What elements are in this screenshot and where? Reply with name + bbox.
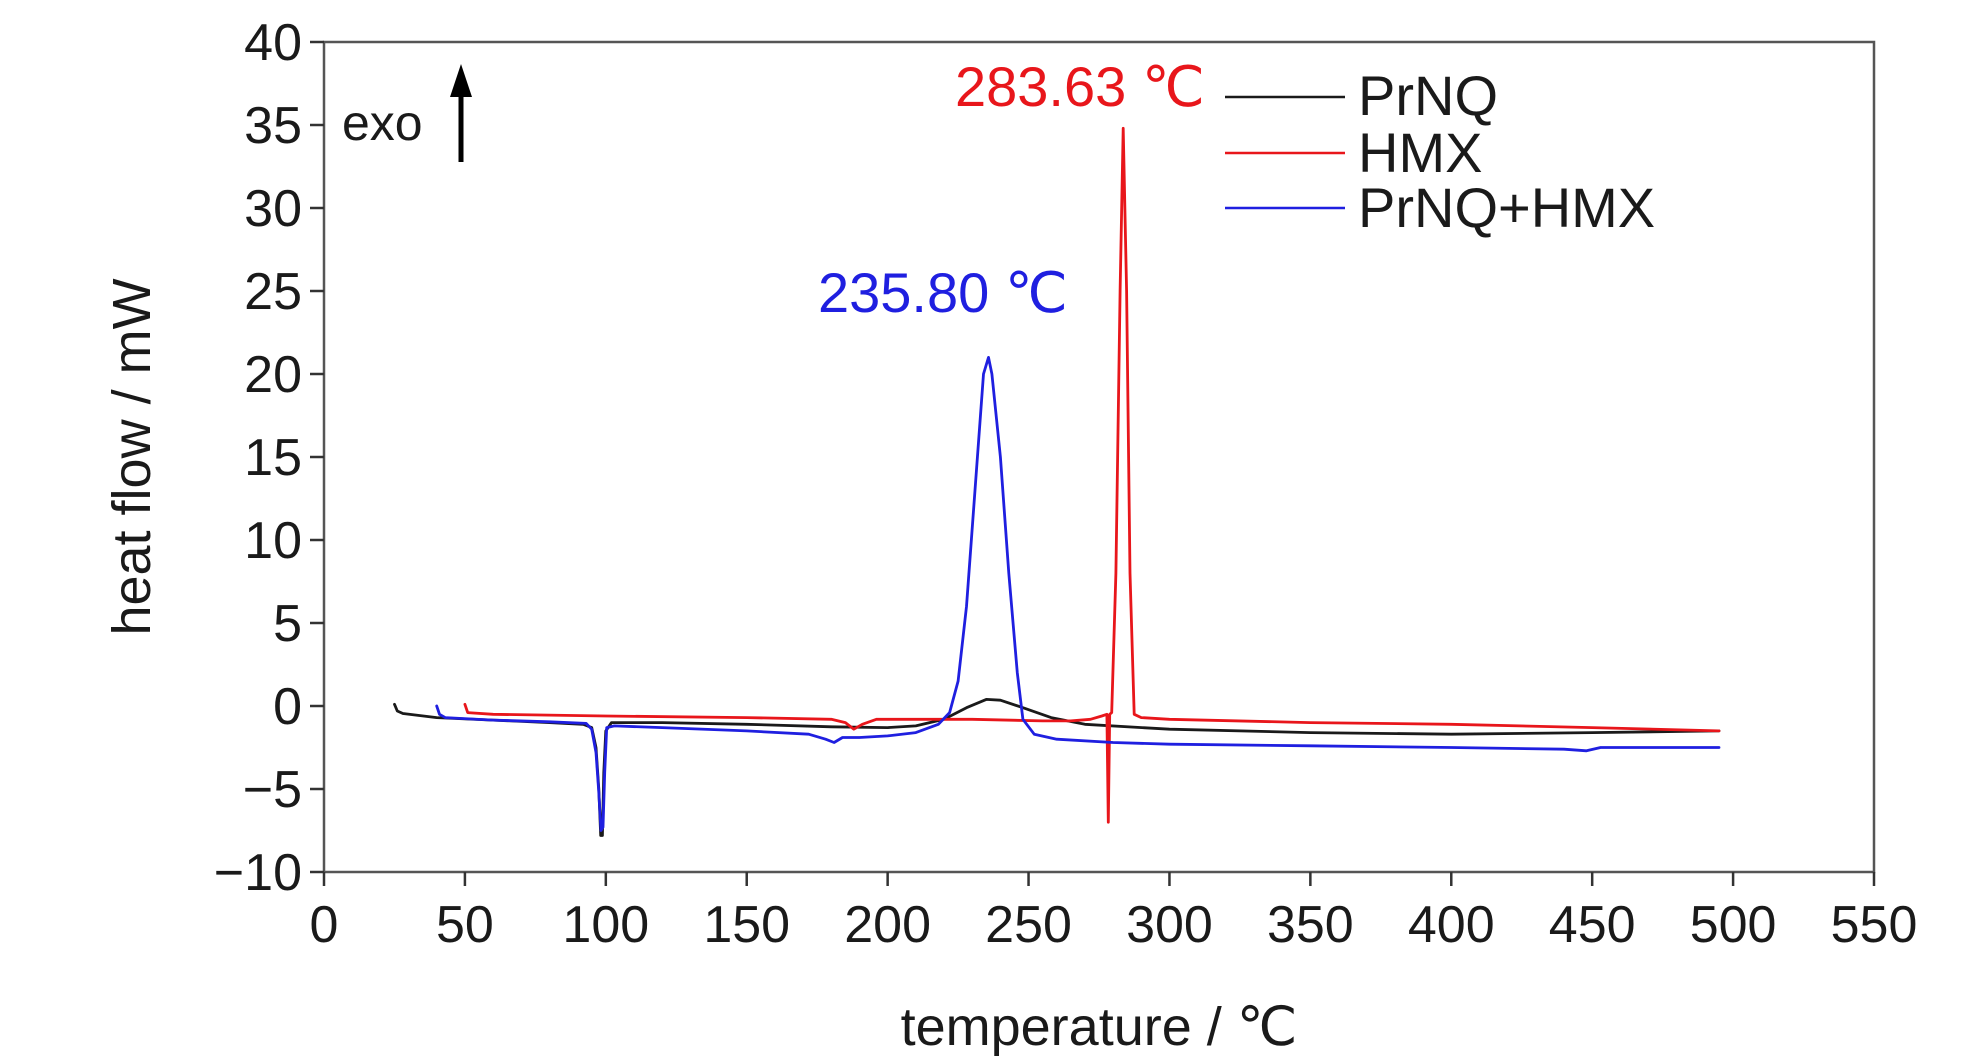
exo-arrow-icon [450,64,472,162]
x-tick-label: 500 [1690,896,1777,954]
y-tick-label: −10 [214,844,302,902]
series-line-prnq-hmx [435,355,1721,832]
legend-label-prnq: PrNQ [1358,64,1498,127]
y-tick-label: 0 [273,678,302,736]
y-tick-label: 15 [244,429,302,487]
x-tick-label: 550 [1831,896,1918,954]
legend-label-hmx: HMX [1358,121,1482,184]
y-axis: −10 −5 0 5 10 15 20 25 30 35 40 [214,14,324,902]
x-tick-label: 450 [1549,896,1636,954]
x-tick-label: 200 [844,896,931,954]
x-tick-label: 400 [1408,896,1495,954]
y-tick-label: −5 [243,761,302,819]
legend-label-prnq-hmx: PrNQ+HMX [1358,176,1655,239]
y-tick-label: 30 [244,180,302,238]
peak-annotation-mixture: 235.80 ℃ [818,261,1068,324]
y-tick-label: 40 [244,14,302,72]
x-tick-label: 50 [436,896,494,954]
x-tick-label: 150 [703,896,790,954]
x-tick-label: 250 [985,896,1072,954]
y-tick-label: 5 [273,595,302,653]
legend: PrNQ HMX PrNQ+HMX [1225,64,1655,239]
x-tick-label: 0 [310,896,339,954]
x-tick-label: 350 [1267,896,1354,954]
x-tick-label: 100 [562,896,649,954]
series-layer [393,126,1721,837]
y-tick-label: 10 [244,512,302,570]
x-tick-label: 300 [1126,896,1213,954]
exo-label: exo [342,95,423,151]
x-axis: 0 50 100 150 200 250 300 350 400 450 500 550 [310,872,1918,954]
peak-annotation-hmx: 283.63 ℃ [955,55,1205,118]
y-tick-label: 25 [244,263,302,321]
series-line-hmx [463,126,1721,824]
y-tick-label: 20 [244,346,302,404]
y-tick-label: 35 [244,97,302,155]
x-axis-title: temperature / ℃ [901,997,1298,1057]
y-axis-title: heat flow / mW [102,278,162,635]
